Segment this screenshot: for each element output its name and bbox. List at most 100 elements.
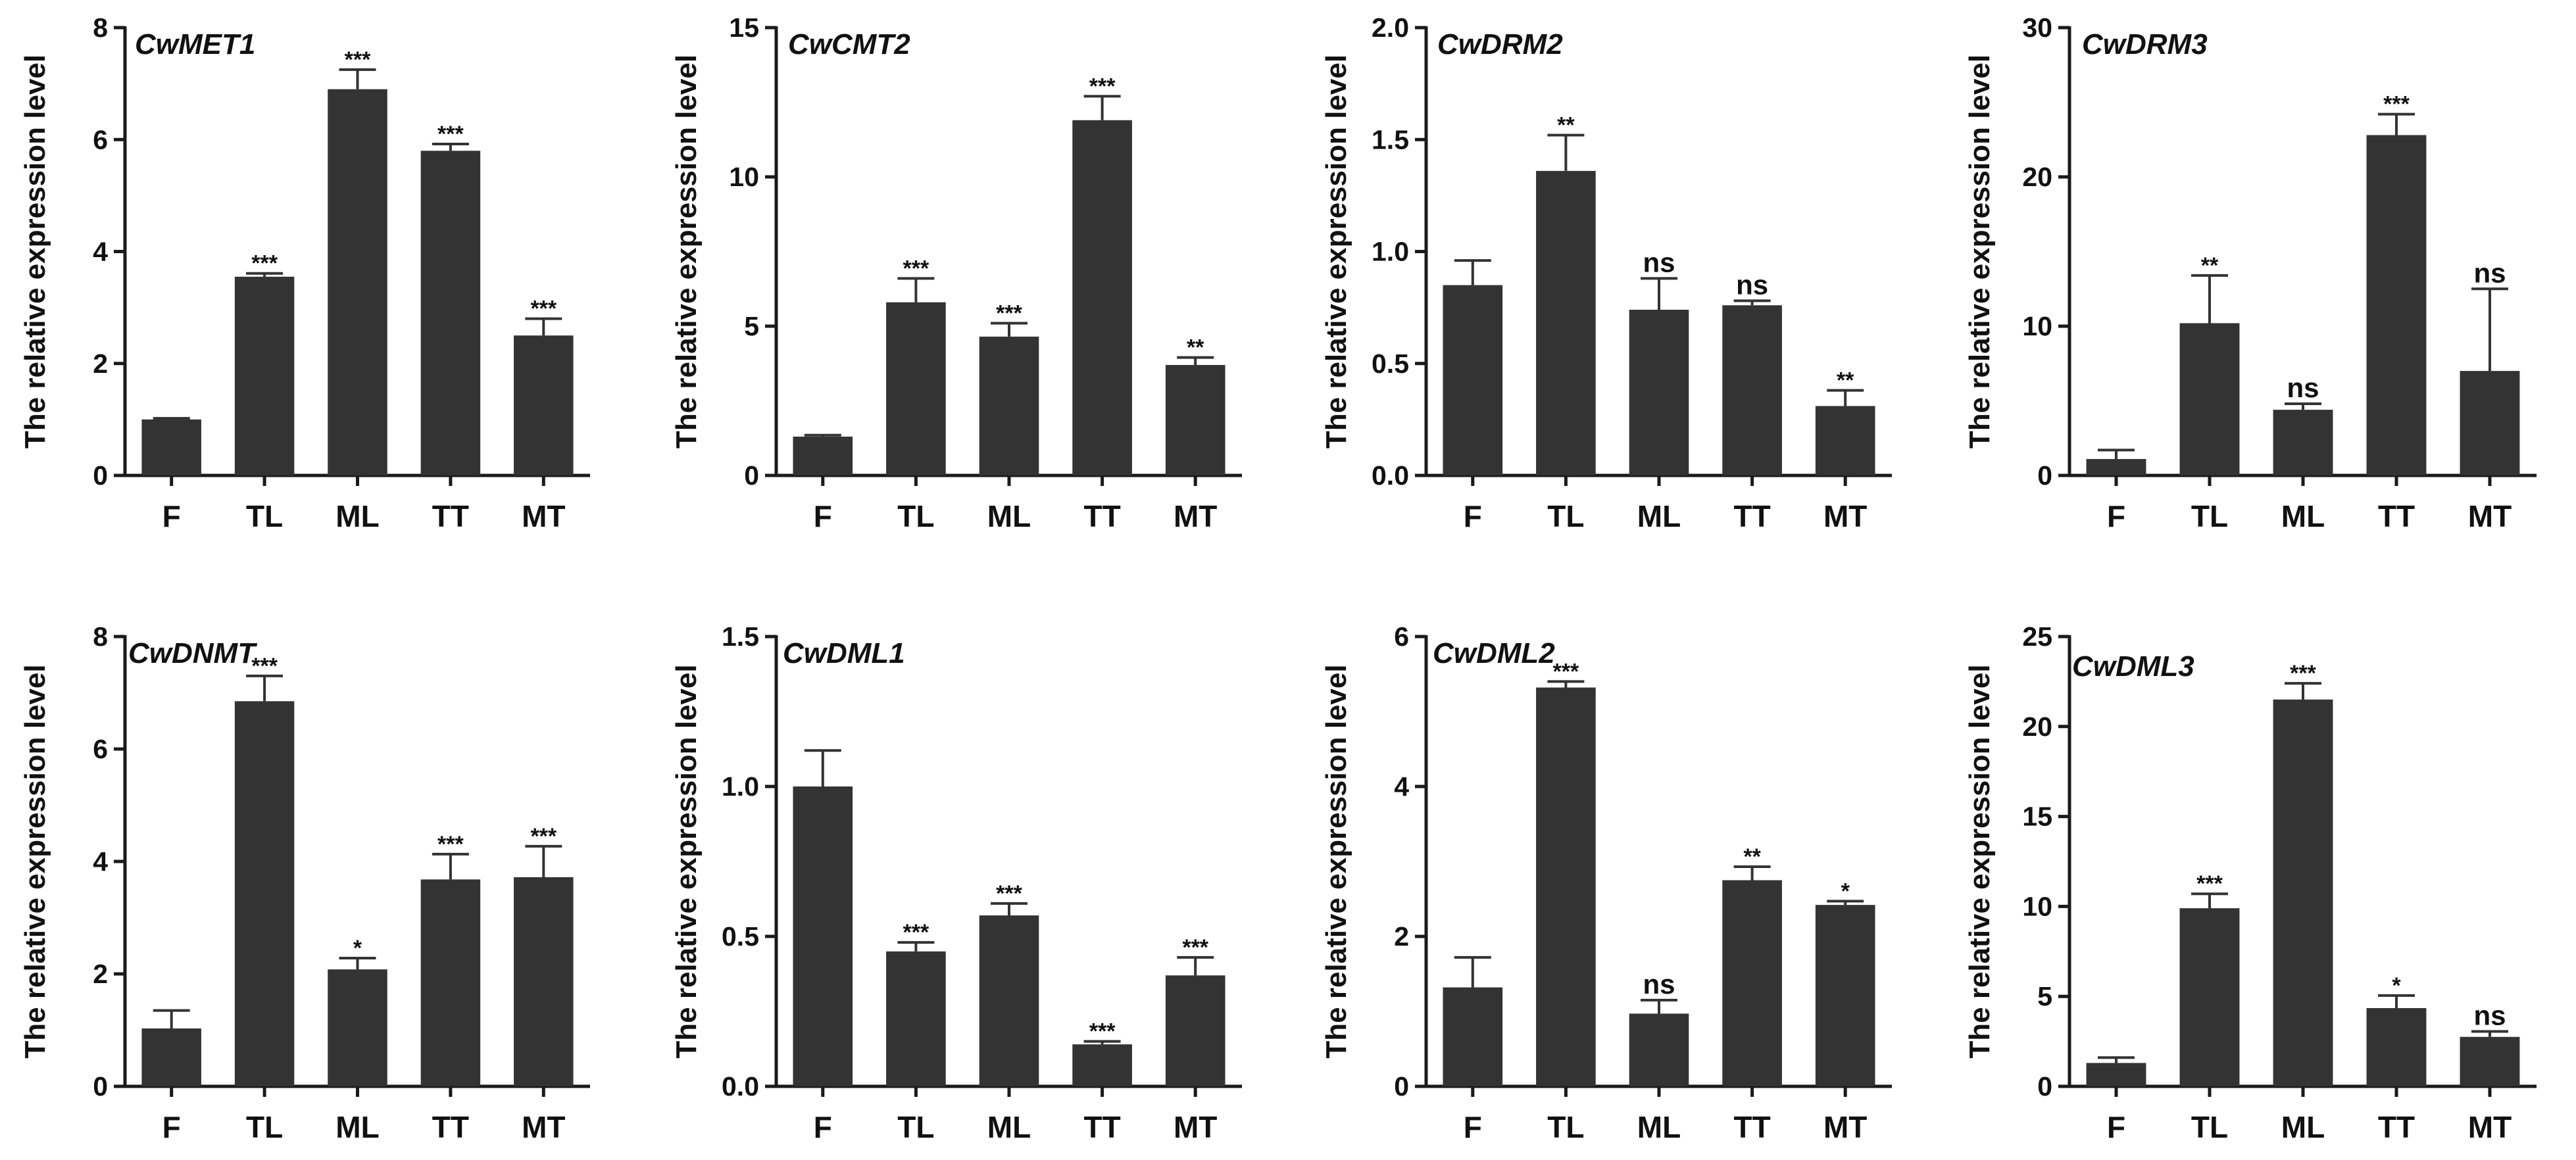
y-tick-label: 4 — [93, 237, 108, 267]
panel-title: CwCMT2 — [788, 28, 910, 60]
significance-label: *** — [996, 881, 1022, 906]
significance-label: * — [353, 936, 362, 961]
y-tick-label: 0 — [2037, 1071, 2052, 1101]
y-tick-label: 25 — [2022, 621, 2052, 652]
x-tick-label: TL — [246, 499, 283, 533]
x-tick-label: MT — [522, 1110, 565, 1144]
y-axis-label: The relative expression level — [1320, 664, 1352, 1058]
bar-MT — [1165, 365, 1226, 475]
panel-title: CwDML3 — [2072, 650, 2194, 683]
panel-title: CwDRM3 — [2082, 28, 2208, 60]
x-tick-label: ML — [1637, 1110, 1681, 1144]
significance-label: *** — [251, 654, 278, 679]
y-axis-label: The relative expression level — [670, 664, 703, 1058]
bar-F — [2086, 459, 2146, 475]
bar-F — [793, 436, 853, 475]
y-tick-label: 0 — [93, 460, 108, 491]
x-tick-label: F — [1464, 1110, 1482, 1144]
bar-ML — [1629, 310, 1689, 475]
y-tick-label: 4 — [93, 846, 108, 877]
bar-F — [141, 1028, 201, 1086]
y-tick-label: 10 — [2022, 891, 2052, 921]
y-tick-label: 1.5 — [1372, 124, 1409, 155]
bar-MT — [1815, 905, 1875, 1086]
significance-label: *** — [530, 297, 557, 322]
y-tick-label: 6 — [1394, 621, 1409, 652]
bar-F — [1443, 285, 1503, 475]
panel-title: CwDRM2 — [1437, 28, 1563, 60]
x-tick-label: F — [2107, 499, 2125, 533]
significance-label: *** — [1553, 659, 1579, 684]
panel-CwCMT2: The relative expression level 0 5 10 15 F *** T… — [670, 12, 1242, 533]
y-tick-label: 0 — [744, 460, 759, 491]
bar-MT — [1815, 406, 1875, 475]
y-tick-label: 0.5 — [1372, 349, 1409, 379]
bar-ML — [2273, 699, 2333, 1086]
significance-label: ns — [2473, 257, 2506, 288]
significance-label: ** — [1187, 335, 1204, 360]
x-tick-label: ML — [2281, 499, 2325, 533]
x-tick-label: F — [814, 1110, 832, 1144]
bar-MT — [514, 335, 574, 475]
x-tick-label: ML — [335, 1110, 379, 1144]
y-tick-label: 5 — [2037, 981, 2052, 1011]
x-tick-label: MT — [2468, 499, 2512, 533]
y-tick-label: 1.5 — [722, 621, 759, 652]
x-tick-label: TL — [2191, 1110, 2228, 1144]
bar-TL — [1536, 687, 1596, 1086]
bar-TL — [2179, 323, 2240, 475]
bar-TL — [886, 951, 946, 1086]
y-tick-label: 0.0 — [722, 1071, 759, 1101]
bar-TT — [1072, 1044, 1132, 1086]
bar-TL — [886, 302, 946, 475]
x-tick-label: F — [162, 499, 181, 533]
bar-ML — [2273, 410, 2333, 475]
x-tick-label: ML — [987, 1110, 1031, 1144]
panel-title: CwMET1 — [135, 28, 255, 60]
y-tick-label: 8 — [93, 12, 108, 43]
significance-label: ns — [1736, 269, 1768, 300]
x-tick-label: F — [162, 1110, 181, 1144]
y-tick-label: 5 — [744, 311, 759, 341]
significance-label: *** — [251, 251, 278, 276]
significance-label: *** — [530, 824, 557, 849]
x-tick-label: TT — [432, 1110, 469, 1144]
bar-TT — [2366, 135, 2427, 475]
panel-CwMET1: The relative expression level 0 2 4 6 8 F *** TL… — [19, 12, 590, 533]
bar-TL — [2179, 908, 2240, 1086]
x-tick-label: TL — [1547, 499, 1584, 533]
y-tick-label: 2 — [93, 349, 108, 379]
y-tick-label: 0.5 — [722, 921, 759, 952]
y-tick-label: 2 — [1394, 921, 1409, 952]
x-tick-label: TL — [897, 499, 934, 533]
bar-TT — [1722, 880, 1782, 1086]
x-tick-label: ML — [335, 499, 379, 533]
significance-label: *** — [437, 122, 464, 147]
bar-F — [793, 786, 853, 1086]
y-tick-label: 20 — [2022, 712, 2052, 742]
y-tick-label: 1.0 — [1372, 237, 1409, 267]
panel-CwDML3: The relative expression level 0 5 10 15 20 25 F… — [1964, 621, 2537, 1144]
y-tick-label: 0 — [1394, 1071, 1409, 1101]
significance-label: ns — [2287, 372, 2319, 403]
y-axis-label: The relative expression level — [19, 55, 51, 448]
bar-TL — [234, 701, 295, 1086]
y-axis-label: The relative expression level — [1964, 55, 1996, 448]
significance-label: ** — [1837, 368, 1854, 393]
significance-label: *** — [1089, 1019, 1116, 1044]
significance-label: ** — [1557, 112, 1575, 137]
y-tick-label: 6 — [93, 124, 108, 155]
bar-MT — [514, 877, 574, 1086]
y-tick-label: 6 — [93, 734, 108, 764]
significance-label: ns — [1643, 969, 1675, 1000]
significance-label: ** — [1743, 844, 1761, 869]
x-tick-label: TT — [2378, 1110, 2415, 1144]
panel-title: CwDML1 — [783, 637, 905, 669]
x-tick-label: TT — [432, 499, 469, 533]
significance-label: *** — [2383, 92, 2410, 117]
panel-CwDML1: The relative expression level 0.0 0.5 1.0 1.… — [670, 621, 1242, 1144]
y-tick-label: 2 — [93, 959, 108, 989]
x-tick-label: MT — [522, 499, 565, 533]
bar-F — [1443, 987, 1503, 1086]
